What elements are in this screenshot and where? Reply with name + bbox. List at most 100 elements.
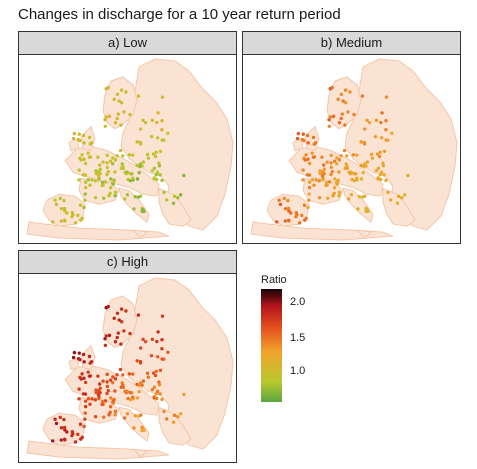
station-point — [139, 346, 143, 350]
station-point — [326, 196, 330, 200]
station-point — [335, 162, 339, 166]
station-point — [301, 132, 305, 136]
station-point — [82, 376, 86, 380]
station-point — [63, 219, 67, 223]
station-point — [403, 193, 407, 197]
station-point — [106, 169, 111, 174]
station-point — [113, 340, 118, 344]
station-point — [332, 159, 337, 163]
station-point — [83, 185, 88, 190]
station-point — [72, 131, 77, 136]
station-point — [105, 372, 109, 377]
station-point — [318, 169, 322, 173]
land-shape — [342, 187, 374, 223]
station-point — [138, 361, 143, 365]
station-point — [325, 183, 329, 187]
station-point — [384, 119, 388, 123]
station-point — [379, 120, 383, 125]
station-point — [384, 128, 388, 132]
station-point — [81, 133, 86, 138]
station-point — [82, 424, 86, 429]
land-shape — [288, 146, 384, 197]
station-point — [77, 178, 81, 182]
station-point — [140, 209, 144, 214]
station-point — [344, 162, 348, 166]
station-point — [128, 171, 132, 176]
station-point — [165, 417, 169, 421]
station-point — [113, 121, 118, 125]
station-point — [343, 123, 347, 127]
station-point — [150, 168, 155, 173]
station-point — [139, 127, 143, 131]
station-point — [96, 393, 101, 397]
station-point — [115, 311, 120, 315]
station-point — [62, 198, 66, 203]
station-point — [341, 99, 345, 103]
station-point — [304, 153, 308, 157]
station-point — [337, 190, 342, 195]
panel-strip-high: c) High — [19, 251, 236, 274]
station-point — [82, 157, 86, 161]
station-point — [359, 163, 363, 168]
station-point — [328, 115, 332, 119]
station-point — [312, 183, 316, 187]
station-point — [176, 415, 180, 419]
station-point — [73, 221, 78, 225]
station-point — [109, 177, 113, 181]
station-point — [127, 153, 132, 157]
station-point — [73, 440, 78, 444]
station-point — [306, 157, 310, 161]
station-point — [157, 380, 161, 384]
station-point — [364, 209, 368, 214]
station-point — [162, 409, 166, 414]
station-point — [306, 141, 310, 145]
station-point — [374, 118, 379, 123]
station-point — [365, 118, 369, 123]
station-point — [158, 368, 163, 372]
station-point — [138, 381, 143, 385]
station-point — [87, 354, 92, 359]
land-shape — [118, 187, 150, 223]
station-point — [335, 156, 339, 160]
station-point — [77, 132, 81, 136]
station-point — [121, 373, 125, 377]
station-point — [135, 359, 139, 363]
station-point — [151, 371, 156, 375]
station-point — [107, 114, 112, 119]
station-point — [106, 304, 110, 309]
station-point — [105, 380, 109, 384]
station-point — [329, 165, 333, 170]
station-point — [82, 360, 86, 364]
station-point — [172, 194, 177, 199]
station-point — [355, 176, 359, 180]
land-shape — [355, 229, 373, 239]
station-point — [160, 347, 164, 351]
panel-medium: b) Medium — [242, 31, 461, 244]
station-point — [105, 384, 110, 389]
panel-low: a) Low — [18, 31, 237, 244]
station-point — [105, 165, 110, 170]
station-point — [374, 168, 379, 173]
station-point — [98, 382, 102, 386]
station-point — [79, 377, 83, 381]
station-point — [160, 338, 164, 342]
station-point — [303, 158, 307, 162]
land-shape — [26, 221, 170, 241]
station-point — [327, 124, 331, 129]
station-point — [340, 112, 344, 116]
station-point — [83, 404, 88, 409]
europe-map-high — [19, 274, 236, 462]
station-point — [78, 139, 82, 143]
station-point — [382, 149, 387, 153]
station-point — [122, 329, 126, 333]
station-point — [365, 160, 370, 164]
station-point — [143, 339, 148, 344]
legend-tick-mark — [282, 302, 287, 303]
station-point — [111, 162, 115, 166]
station-point — [381, 164, 386, 168]
station-point — [111, 401, 116, 405]
station-point — [348, 90, 352, 94]
station-point — [108, 405, 113, 409]
station-point — [113, 190, 118, 195]
station-point — [179, 412, 183, 416]
